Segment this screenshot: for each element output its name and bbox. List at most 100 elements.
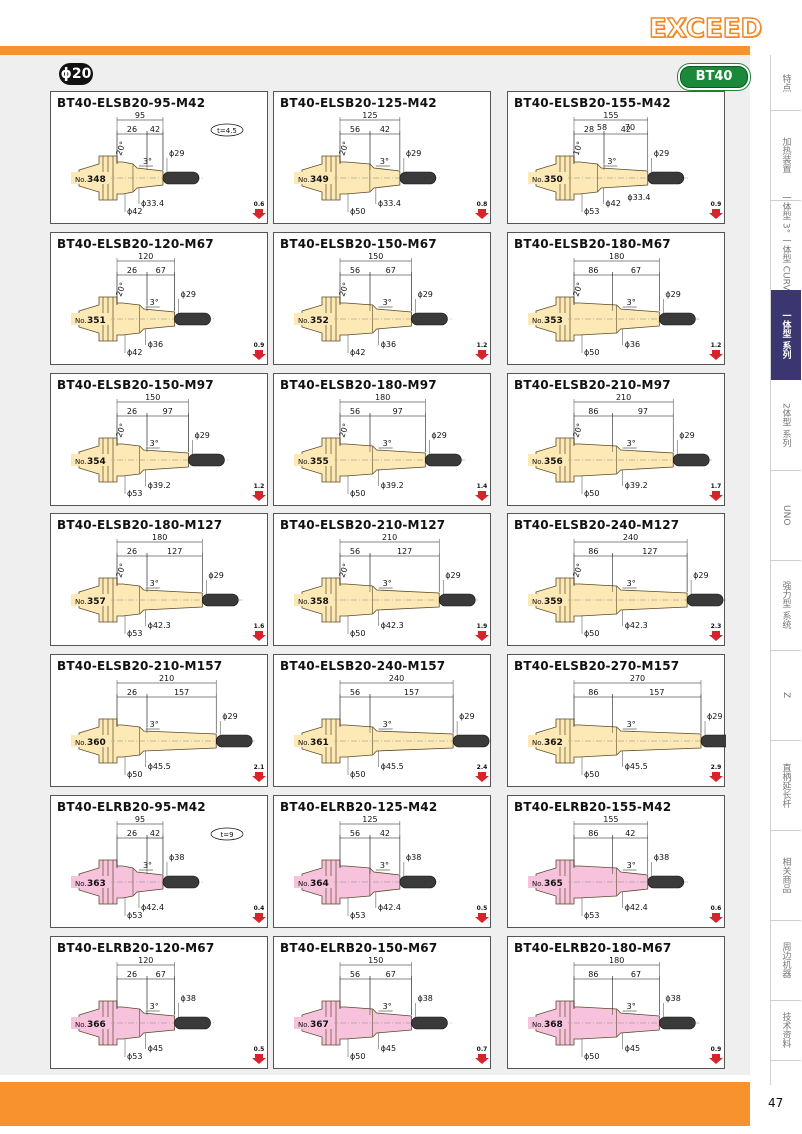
shank-diameter: ϕ29 (169, 149, 184, 158)
product-number: 348 (87, 175, 106, 185)
shank-diameter: ϕ29 (679, 431, 694, 440)
sidebar-tab-6[interactable]: UNO (771, 470, 801, 561)
taper-label: 3° (627, 720, 636, 729)
number-label-bg (294, 594, 334, 606)
taper-label: 3° (383, 439, 392, 448)
sidebar-tab-12[interactable]: 技术资料 (771, 1000, 801, 1061)
sidebar-tab-4[interactable]: 一体型 系列 (771, 290, 801, 380)
product-number: 359 (544, 597, 563, 607)
body-diameter: ϕ53 (350, 911, 365, 920)
number-prefix: No. (75, 176, 87, 184)
product-number: 363 (87, 879, 106, 889)
dimension-value: 125 (362, 111, 377, 120)
body-diameter: ϕ50 (350, 1052, 365, 1061)
weight-value: 0.6 (254, 201, 265, 208)
dimension-value: 240 (389, 674, 404, 683)
shank-diameter: ϕ29 (445, 571, 460, 580)
taper-label: 3° (627, 1002, 636, 1011)
body-diameter: ϕ42 (127, 348, 142, 357)
nose-diameter: ϕ39.2 (148, 481, 171, 490)
number-label-bg (294, 735, 334, 747)
sidebar-tab-7[interactable]: 强力型 系统 (771, 560, 801, 651)
sidebar-tab-2[interactable]: 加热装置 (771, 110, 801, 201)
sidebar-tab-5[interactable]: 2体型 系列 (771, 380, 801, 471)
shank-diameter: ϕ38 (406, 853, 421, 862)
sidebar-tab-3[interactable]: 一体型 3° 一体型 CURVE (771, 193, 801, 297)
body-diameter: ϕ50 (584, 489, 599, 498)
product-card: BT40-ELRB20-180-M67 No. 368 180 86 67 3° ϕ38 ϕ50… (507, 936, 725, 1069)
product-number: 356 (544, 457, 563, 467)
product-card: BT40-ELSB20-180-M97 No. 355 180 56 97 20° 3° ϕ29… (273, 373, 491, 506)
tool-shank (188, 453, 225, 467)
weight-arrow-icon (709, 913, 723, 923)
holder-drawing: No. 362 270 86 157 3° ϕ29 ϕ50 ϕ45.5 2.9 (528, 674, 726, 782)
weight-arrow-icon (252, 772, 266, 782)
product-title: BT40-ELRB20-150-M67 (280, 941, 438, 955)
sidebar-tab-1[interactable]: 特点 (771, 55, 801, 111)
dimension-value: 127 (642, 547, 657, 556)
weight-arrow-icon (475, 1054, 489, 1064)
body-diameter: ϕ53 (584, 207, 599, 216)
number-prefix: No. (298, 880, 310, 888)
product-card: BT40-ELSB20-95-M42 No. 348 95 26 42 20° 3° ϕ29 ϕ4… (50, 91, 268, 224)
weight-value: 0.9 (254, 342, 265, 349)
taper-label: 3° (383, 298, 392, 307)
product-number: 364 (310, 879, 329, 889)
shank-diameter: ϕ29 (406, 149, 421, 158)
tool-shank (647, 875, 685, 889)
weight-arrow-icon (475, 491, 489, 501)
dimension-value: 95 (135, 815, 145, 824)
product-title: BT40-ELSB20-180-M127 (57, 518, 223, 532)
dimension-value: 150 (145, 393, 160, 402)
thickness-badge (210, 123, 244, 137)
product-card: BT40-ELRB20-95-M42 No. 363 95 26 42 3° ϕ38 ϕ53 ϕ4… (50, 795, 268, 928)
body-diameter: ϕ53 (584, 911, 599, 920)
angle-label: 20° (114, 281, 127, 297)
weight-arrow-icon (252, 631, 266, 641)
weight-value: 0.6 (711, 905, 722, 912)
number-prefix: No. (298, 458, 310, 466)
bottom-orange-bar (0, 1082, 750, 1126)
holder-drawing: No. 367 150 56 67 3° ϕ38 ϕ50 ϕ45 0.7 (294, 956, 489, 1064)
product-card: BT40-ELSB20-210-M127 No. 358 210 56 127 20° 3° ϕ… (273, 513, 491, 646)
sidebar-tab-8[interactable]: Z (771, 650, 801, 741)
exceed-logo: EXCEED (648, 13, 763, 45)
tool-shank (174, 312, 211, 326)
number-label-bg (528, 735, 568, 747)
body-diameter: ϕ53 (127, 1052, 142, 1061)
product-card: BT40-ELSB20-180-M67 No. 353 180 86 67 20° 3° ϕ29… (507, 232, 725, 365)
tool-shank (215, 734, 253, 748)
taper-label: 3° (150, 720, 159, 729)
product-number: 351 (87, 316, 106, 326)
shank-diameter: ϕ29 (431, 431, 446, 440)
page-number: 47 (768, 1096, 784, 1110)
body-diameter: ϕ50 (350, 489, 365, 498)
number-label-bg (528, 313, 568, 325)
weight-arrow-icon (709, 209, 723, 219)
holder-drawing: No. 350 155 28 42 58 70 10° 3° ϕ29 ϕ53 ϕ42 ϕ33.4 0.9 (528, 111, 723, 219)
dimension-value: 42 (380, 125, 390, 134)
sidebar-tab-10[interactable]: 相关商品 (771, 830, 801, 921)
holder-drawing: No. 354 150 26 97 20° 3° ϕ29 ϕ53 ϕ39.2 1.2 (71, 393, 266, 501)
dimension-value: 26 (127, 829, 137, 838)
taper-label: 3° (150, 1002, 159, 1011)
nose-diameter: ϕ39.2 (381, 481, 404, 490)
thickness-badge (210, 827, 244, 841)
weight-value: 2.1 (254, 764, 265, 771)
weight-value: 2.3 (711, 623, 722, 630)
product-card: BT40-ELSB20-210-M97 No. 356 210 86 97 20° 3° ϕ29… (507, 373, 725, 506)
holder-drawing: No. 359 240 86 127 20° 3° ϕ29 ϕ50 ϕ42.3 2.3 (528, 533, 726, 641)
product-title: BT40-ELSB20-150-M67 (280, 237, 437, 251)
sidebar-tab-9[interactable]: 直柄延长杆 (771, 740, 801, 831)
size-badge: ϕ20 (59, 63, 93, 85)
sidebar-tab-label: 一体型 系列 (780, 310, 791, 360)
number-label-bg (71, 454, 111, 466)
dimension-value: 125 (362, 815, 377, 824)
dimension-value: 86 (588, 266, 598, 275)
sidebar-tab-11[interactable]: 周边机器 (771, 920, 801, 1001)
shank-diameter: ϕ38 (181, 994, 196, 1003)
product-number: 350 (544, 175, 563, 185)
number-label-bg (294, 454, 334, 466)
angle-label: 20° (114, 140, 127, 156)
